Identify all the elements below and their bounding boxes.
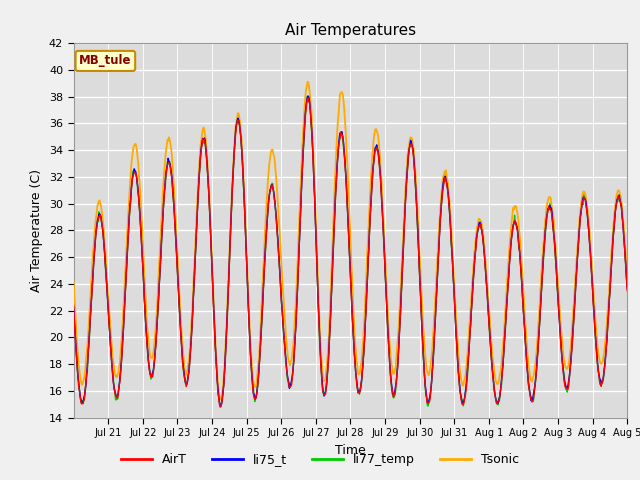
Legend: AirT, li75_t, li77_temp, Tsonic: AirT, li75_t, li77_temp, Tsonic (115, 448, 525, 471)
Title: Air Temperatures: Air Temperatures (285, 23, 416, 38)
Y-axis label: Air Temperature (C): Air Temperature (C) (30, 169, 44, 292)
Text: MB_tule: MB_tule (79, 54, 132, 67)
X-axis label: Time: Time (335, 444, 366, 456)
